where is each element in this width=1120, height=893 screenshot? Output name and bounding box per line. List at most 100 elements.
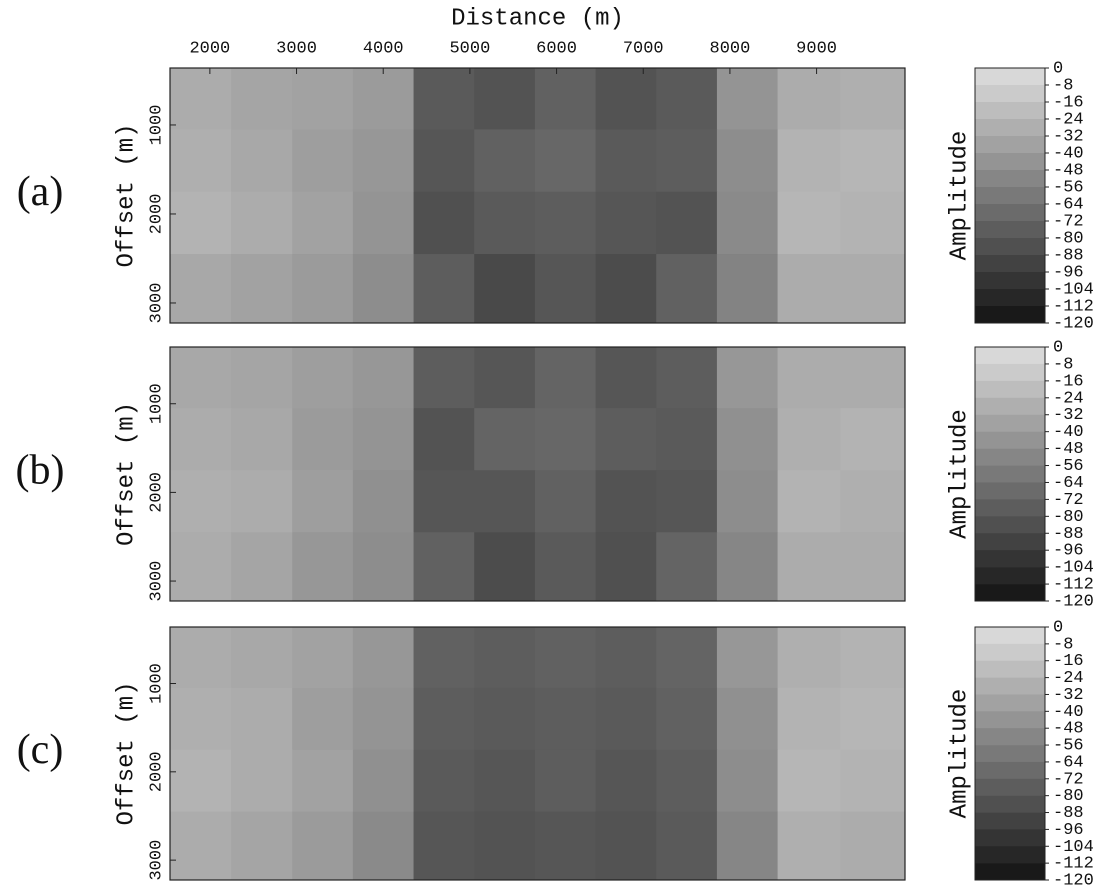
colorbar-band [975, 187, 1045, 205]
colorbar-frame [974, 67, 1046, 324]
colorbar-band [975, 795, 1045, 813]
colorbar-band [975, 119, 1045, 137]
heatmap-cell [352, 627, 415, 689]
heatmap-cell [413, 408, 475, 471]
heatmap-cell [656, 749, 718, 813]
colorbar-band [975, 846, 1045, 864]
colorbar-band [975, 363, 1045, 382]
colorbar-band [975, 499, 1045, 517]
heatmap-cell [231, 408, 293, 471]
heatmap-cell [474, 687, 536, 751]
heatmap-cell [170, 749, 232, 813]
colorbar-tick-label: -48 [1053, 161, 1084, 180]
heatmap-cell [777, 408, 841, 471]
colorbar-tick-label: -40 [1053, 703, 1084, 722]
y-tick-label: 1000 [147, 383, 166, 424]
heatmap-cell [292, 811, 354, 881]
colorbar-title: Amplitude [946, 689, 973, 819]
colorbar-tick-label: -88 [1053, 525, 1084, 544]
colorbar-band [975, 812, 1045, 830]
colorbar-tick-label: -64 [1053, 753, 1084, 772]
colorbar-band [975, 482, 1045, 500]
heatmap-cell [595, 811, 657, 881]
heatmap-cell [716, 470, 779, 533]
heatmap-cell [595, 408, 657, 471]
heatmap-cell [716, 129, 779, 193]
heatmap-cell [231, 254, 293, 324]
colorbar-tick-label: -96 [1053, 821, 1084, 840]
heatmap-cell [413, 811, 475, 881]
heatmap-cell [840, 68, 906, 130]
x-tick-label: 8000 [710, 39, 751, 58]
y-axis-title: Offset (m) [113, 123, 140, 267]
colorbar-band [975, 829, 1045, 847]
panel-label: (c) [17, 727, 64, 773]
colorbar-tick-label: -88 [1053, 246, 1084, 265]
colorbar-band [975, 204, 1045, 222]
heatmap-cell [292, 470, 354, 533]
colorbar-band [975, 380, 1045, 399]
y-tick-label: 2000 [147, 751, 166, 792]
heatmap-cell [474, 627, 536, 689]
heatmap-cell [474, 532, 536, 602]
heatmap-cell [595, 254, 657, 324]
heatmap-cell [170, 408, 232, 471]
heatmap-cell [231, 687, 293, 751]
heatmap-cell [840, 408, 906, 471]
colorbar-band [975, 660, 1045, 678]
colorbar-tick-label: -8 [1053, 76, 1073, 95]
heatmap-cell [777, 687, 841, 751]
heatmap-cell [656, 347, 718, 409]
heatmap-cell [352, 129, 415, 193]
heatmap-cell [413, 129, 475, 193]
y-tick-label: 3000 [147, 840, 166, 881]
heatmap-cell [292, 532, 354, 602]
colorbar-band [975, 694, 1045, 712]
heatmap-cell [777, 470, 841, 533]
colorbar-band [975, 170, 1045, 188]
colorbar-tick-label: -72 [1053, 212, 1084, 231]
heatmap-cell [231, 68, 293, 130]
colorbar-tick-label: -120 [1053, 871, 1094, 890]
heatmap-cell [656, 68, 718, 130]
heatmap-cell [231, 627, 293, 689]
heatmap-cell [474, 408, 536, 471]
heatmap-cell [716, 408, 779, 471]
heatmap-cell [656, 470, 718, 533]
heatmap-cell [292, 129, 354, 193]
colorbar-tick-label: -104 [1053, 280, 1094, 299]
heatmap-cell [170, 347, 232, 409]
heatmap-cell [231, 811, 293, 881]
heatmap-cell [840, 811, 906, 881]
x-tick-label: 6000 [536, 39, 577, 58]
y-tick-label: 2000 [147, 194, 166, 235]
colorbar-band [975, 397, 1045, 416]
heatmap-cell [840, 627, 906, 689]
colorbar-tick-label: -16 [1053, 652, 1084, 671]
heatmap-cell [777, 347, 841, 409]
heatmap-cell [534, 627, 597, 689]
heatmap-cell [292, 687, 354, 751]
heatmap-cell [474, 347, 536, 409]
heatmap-cell [840, 687, 906, 751]
heatmap-cell [840, 191, 906, 255]
heatmap-cell [352, 68, 415, 130]
heatmap-cell [170, 254, 232, 324]
colorbar-tick-label: -24 [1053, 389, 1084, 408]
heatmap-cell [656, 254, 718, 324]
heatmap-cell [231, 347, 293, 409]
heatmap-cell [474, 749, 536, 813]
heatmap-cell [840, 254, 906, 324]
heatmap-cell [595, 68, 657, 130]
heatmap-cell [413, 687, 475, 751]
colorbar-tick-label: -8 [1053, 355, 1073, 374]
heatmap-cell [413, 191, 475, 255]
heatmap-cell [716, 68, 779, 130]
colorbar-band [975, 627, 1045, 645]
heatmap-cell [656, 129, 718, 193]
heatmap-cell [474, 470, 536, 533]
heatmap-cell [170, 68, 232, 130]
heatmap-cell [534, 129, 597, 193]
colorbar-band [975, 550, 1045, 568]
colorbar-tick-label: -80 [1053, 229, 1084, 248]
